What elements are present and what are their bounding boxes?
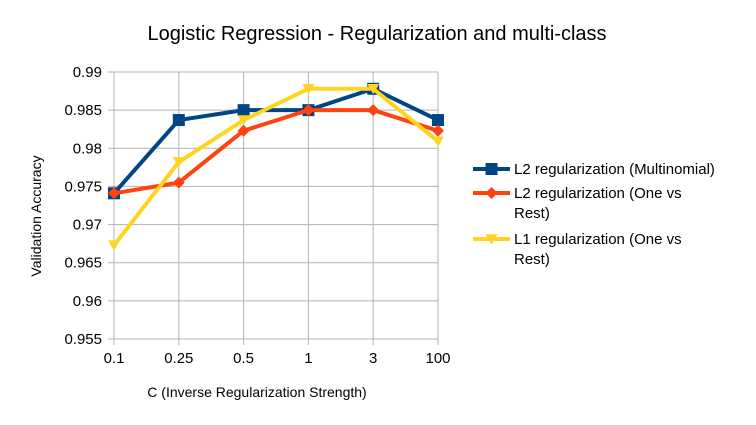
y-axis-title: Validation Accuracy xyxy=(28,155,44,276)
x-tick-label: 3 xyxy=(369,350,377,367)
data-point-triangle xyxy=(172,157,185,168)
x-axis-ticks: 0.1 0.25 0.5 1 3 100 xyxy=(104,350,451,367)
series-line xyxy=(112,86,439,195)
data-point-diamond xyxy=(302,104,315,117)
y-tick-label: 0.955 xyxy=(64,331,102,348)
series-group xyxy=(108,82,444,251)
legend-label: L2 regularization (Multinomial) xyxy=(514,161,715,178)
chart-title: Logistic Regression - Regularization and… xyxy=(147,23,606,45)
data-point-diamond xyxy=(237,124,250,137)
series-2 xyxy=(108,104,444,200)
x-tick-label: 0.1 xyxy=(104,350,125,367)
legend-item-1: L2 regularization (Multinomial) xyxy=(473,161,715,178)
data-point-triangle xyxy=(485,234,498,245)
y-axis-ticks: 0.955 0.96 0.965 0.97 0.975 0.98 0.985 0.99 xyxy=(64,64,102,348)
x-tick-label: 0.5 xyxy=(233,350,254,367)
y-tick-label: 0.965 xyxy=(64,255,102,272)
y-tick-label: 0.99 xyxy=(73,64,102,81)
data-point-triangle xyxy=(432,136,444,147)
x-axis-title: C (Inverse Regularization Strength) xyxy=(147,384,366,400)
legend-label: Rest) xyxy=(514,251,550,268)
y-tick-label: 0.97 xyxy=(73,217,102,234)
data-point-square xyxy=(237,104,250,117)
data-point-triangle xyxy=(237,115,250,126)
data-point-diamond xyxy=(108,187,120,200)
data-point-diamond xyxy=(485,187,498,199)
y-tick-label: 0.96 xyxy=(73,293,102,310)
series-1 xyxy=(108,82,444,200)
series-line xyxy=(112,86,440,247)
data-point-triangle xyxy=(367,83,380,95)
x-tick-label: 1 xyxy=(304,350,312,367)
y-tick-label: 0.98 xyxy=(73,140,102,157)
legend-item-3: L1 regularization (One vs Rest) xyxy=(473,231,682,268)
data-point-square xyxy=(432,114,444,127)
legend-label: L1 regularization (One vs xyxy=(514,231,682,248)
legend-label: L2 regularization (One vs xyxy=(514,185,682,202)
series-line xyxy=(113,108,439,196)
data-point-diamond xyxy=(432,124,444,137)
data-point-triangle xyxy=(302,83,315,95)
y-tick-label: 0.975 xyxy=(64,178,102,195)
data-point-triangle xyxy=(108,240,120,251)
data-point-diamond xyxy=(172,176,185,189)
x-tick-label: 0.25 xyxy=(164,350,193,367)
legend: L2 regularization (Multinomial) L2 regula… xyxy=(473,161,715,268)
data-point-square xyxy=(485,163,498,175)
y-tick-label: 0.985 xyxy=(64,102,102,119)
data-point-square xyxy=(172,114,185,127)
legend-item-2: L2 regularization (One vs Rest) xyxy=(473,185,682,222)
legend-label: Rest) xyxy=(514,205,550,222)
series-3 xyxy=(108,83,444,251)
data-point-diamond xyxy=(367,104,380,117)
x-tick-label: 100 xyxy=(425,350,450,367)
